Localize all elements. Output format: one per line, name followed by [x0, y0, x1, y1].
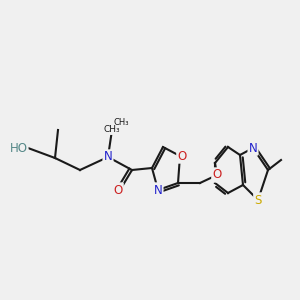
Text: S: S	[254, 194, 262, 206]
Text: N: N	[249, 142, 257, 154]
Text: N: N	[103, 151, 112, 164]
Text: N: N	[154, 184, 162, 196]
Text: O: O	[113, 184, 123, 196]
Text: CH₃: CH₃	[114, 118, 130, 127]
Text: CH₃: CH₃	[104, 125, 120, 134]
Text: HO: HO	[10, 142, 28, 154]
Text: O: O	[177, 149, 187, 163]
Text: O: O	[212, 169, 222, 182]
